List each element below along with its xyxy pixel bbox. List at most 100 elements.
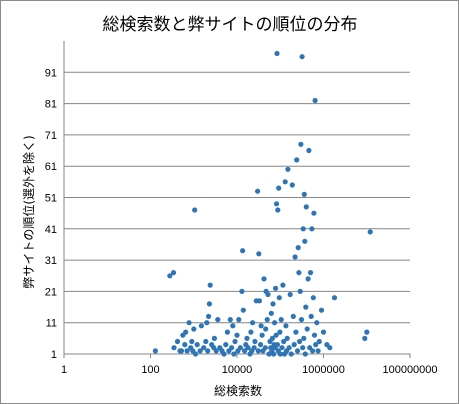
data-point <box>152 348 158 354</box>
data-point <box>257 342 264 348</box>
data-point <box>278 317 284 323</box>
data-point <box>283 323 289 329</box>
data-point <box>301 335 307 341</box>
data-point <box>302 238 308 244</box>
data-point <box>263 326 269 332</box>
data-point <box>318 307 325 313</box>
data-point <box>282 179 288 185</box>
data-point <box>305 276 311 282</box>
data-point <box>227 317 233 323</box>
data-point <box>204 320 210 326</box>
data-point <box>223 342 229 348</box>
data-point <box>237 345 243 351</box>
data-point <box>274 342 280 348</box>
data-point <box>271 351 277 357</box>
gridlines <box>64 71 410 324</box>
data-point <box>250 320 256 326</box>
data-point <box>206 301 212 307</box>
data-point <box>284 335 290 341</box>
y-tick-label: 51 <box>45 193 57 205</box>
data-point <box>192 207 198 213</box>
data-point <box>232 338 238 345</box>
data-point <box>244 335 250 341</box>
data-point <box>264 317 270 323</box>
data-point <box>261 276 267 282</box>
data-point <box>248 329 254 335</box>
data-point <box>310 348 316 354</box>
data-point <box>292 254 298 260</box>
data-point <box>270 301 276 307</box>
data-point <box>273 332 279 338</box>
data-point <box>275 207 281 213</box>
data-point <box>255 348 261 354</box>
y-tick-label: 71 <box>45 130 57 142</box>
y-tick-label: 81 <box>45 99 57 111</box>
data-point <box>314 320 320 326</box>
chart-title: 総検索数と弊サイトの順位の分布 <box>103 15 358 35</box>
data-point <box>294 348 301 354</box>
data-point <box>221 351 227 357</box>
x-tick-label: 1 <box>61 364 67 376</box>
data-point <box>293 329 299 335</box>
data-point <box>276 295 282 301</box>
data-point <box>239 288 245 294</box>
data-point <box>300 226 306 232</box>
data-point <box>311 210 317 216</box>
data-point <box>331 295 338 301</box>
data-point <box>182 342 188 348</box>
data-point <box>258 323 264 329</box>
data-point <box>312 97 318 104</box>
data-point <box>303 304 309 310</box>
data-point <box>230 323 236 329</box>
data-point <box>215 317 221 323</box>
data-point <box>279 345 285 351</box>
data-point <box>183 329 189 335</box>
data-point <box>304 326 310 332</box>
data-point <box>280 282 286 288</box>
data-point <box>229 345 235 351</box>
data-point <box>315 348 321 354</box>
data-point <box>276 185 282 191</box>
data-point <box>213 348 219 354</box>
y-tick-label: 1 <box>51 349 57 361</box>
data-point <box>294 157 300 163</box>
data-point <box>364 329 370 335</box>
data-point <box>310 295 316 301</box>
data-point <box>296 270 302 276</box>
x-tick-label: 100 <box>141 364 159 376</box>
data-point <box>171 345 177 351</box>
data-point <box>306 147 312 154</box>
data-point <box>302 351 308 357</box>
data-point <box>236 317 242 323</box>
data-point <box>234 332 240 338</box>
y-tick-label: 11 <box>46 318 57 330</box>
data-point <box>286 345 292 351</box>
data-point <box>327 345 333 351</box>
data-point <box>240 248 246 254</box>
data-point <box>198 323 204 329</box>
data-point <box>311 332 318 338</box>
data-point <box>277 329 283 335</box>
data-point <box>170 270 177 276</box>
data-point <box>297 338 303 345</box>
data-point <box>316 338 322 345</box>
data-point <box>303 204 309 210</box>
data-point <box>298 141 304 147</box>
data-point <box>300 345 306 351</box>
data-point <box>269 335 275 341</box>
data-point <box>307 270 314 276</box>
data-point <box>224 329 230 335</box>
data-point <box>205 348 211 354</box>
data-point <box>308 313 314 319</box>
x-tick-label: 10000 <box>222 364 253 376</box>
data-point <box>252 338 258 345</box>
data-point <box>299 54 305 60</box>
data-point <box>287 291 293 298</box>
data-point <box>194 342 200 348</box>
data-point <box>207 282 213 288</box>
data-point <box>174 338 181 345</box>
data-point <box>245 345 251 351</box>
data-point <box>256 251 262 257</box>
data-point <box>273 285 279 291</box>
